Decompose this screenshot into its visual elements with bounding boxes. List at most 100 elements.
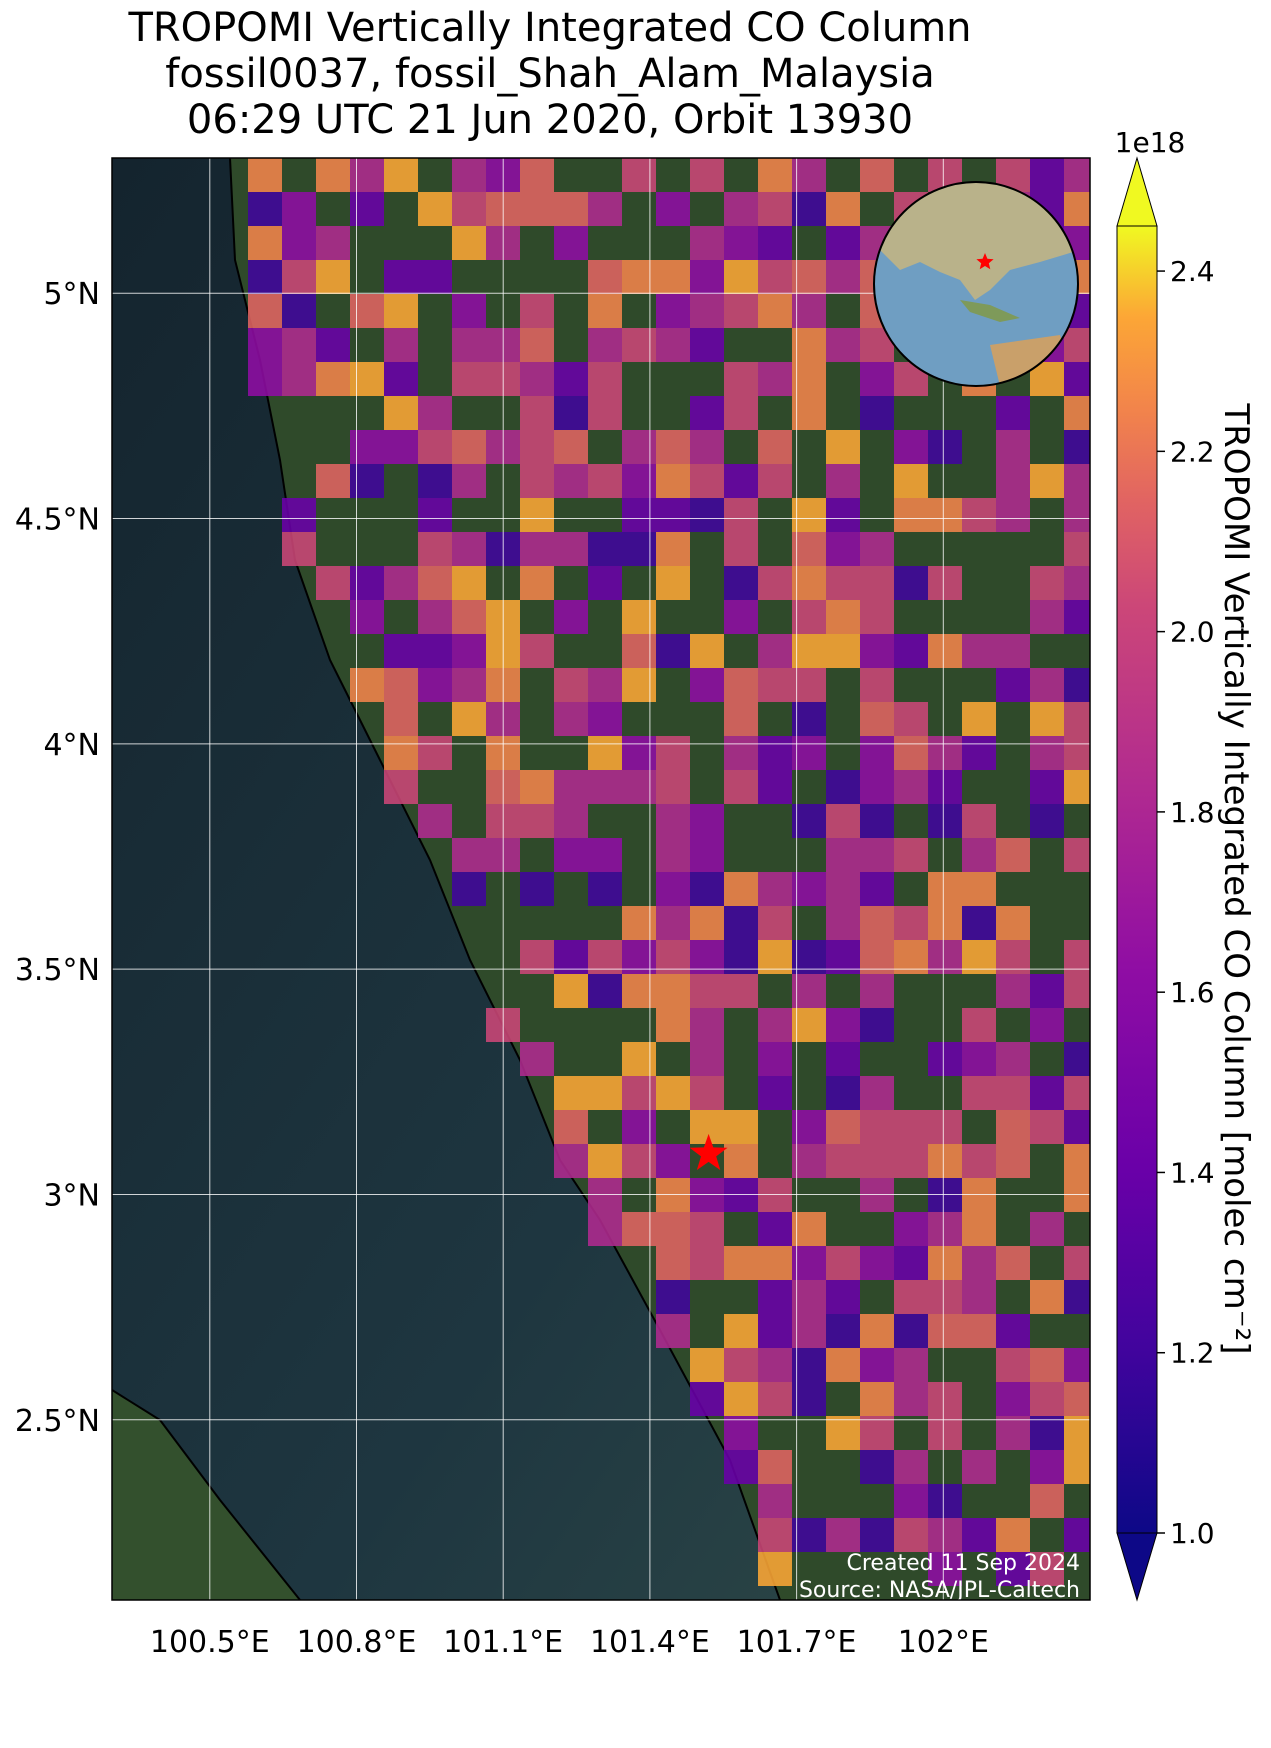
co-pixel — [656, 1144, 690, 1178]
co-pixel — [792, 702, 826, 736]
co-pixel — [656, 838, 690, 872]
co-pixel — [724, 1110, 758, 1144]
co-pixel — [1030, 1552, 1064, 1586]
co-pixel — [656, 192, 690, 226]
co-pixel — [758, 634, 792, 668]
co-pixel — [860, 804, 894, 838]
co-pixel — [1030, 1382, 1064, 1416]
co-pixel — [826, 1008, 860, 1042]
co-pixel — [1064, 1450, 1090, 1484]
co-pixel — [554, 668, 588, 702]
co-pixel — [1064, 532, 1090, 566]
co-pixel — [962, 838, 996, 872]
co-pixel — [962, 498, 996, 532]
co-pixel — [418, 192, 452, 226]
lon-tick-label: 102°E — [898, 1625, 989, 1660]
co-pixel — [894, 566, 928, 600]
co-pixel — [826, 770, 860, 804]
co-pixel — [656, 430, 690, 464]
co-pixel — [690, 1382, 724, 1416]
colorbar-tick-label: 2.4 — [1170, 255, 1215, 288]
co-pixel — [554, 600, 588, 634]
co-pixel — [690, 1110, 724, 1144]
co-pixel — [350, 362, 384, 396]
co-pixel — [656, 1008, 690, 1042]
co-pixel — [350, 430, 384, 464]
co-pixel — [724, 702, 758, 736]
co-pixel — [690, 1008, 724, 1042]
co-pixel — [724, 1450, 758, 1484]
co-pixel — [656, 974, 690, 1008]
co-pixel — [962, 1042, 996, 1076]
co-pixel — [554, 838, 588, 872]
co-pixel — [690, 804, 724, 838]
co-pixel — [690, 328, 724, 362]
co-pixel — [1064, 158, 1090, 192]
co-pixel — [826, 838, 860, 872]
co-pixel — [826, 192, 860, 226]
co-pixel — [792, 260, 826, 294]
co-pixel — [724, 192, 758, 226]
co-pixel — [1030, 158, 1064, 192]
co-pixel — [894, 430, 928, 464]
co-pixel — [622, 158, 656, 192]
co-pixel — [792, 804, 826, 838]
co-pixel — [1030, 736, 1064, 770]
co-pixel — [826, 872, 860, 906]
lon-tick-label: 101.7°E — [737, 1625, 857, 1660]
co-pixel — [622, 906, 656, 940]
co-pixel — [996, 974, 1030, 1008]
co-pixel — [554, 192, 588, 226]
colorbar-tick-label: 1.2 — [1170, 1337, 1215, 1370]
colorbar: 1.0 1.2 1.4 1.6 1.8 2.0 2.2 2.4 1e18 TROPOMI Ve… — [1115, 126, 1256, 1602]
co-pixel — [792, 294, 826, 328]
co-pixel — [282, 328, 316, 362]
globe-indonesia-land — [960, 300, 1020, 322]
co-pixel — [1064, 1076, 1090, 1110]
co-pixel — [1064, 974, 1090, 1008]
co-pixel — [656, 940, 690, 974]
co-pixel — [690, 1076, 724, 1110]
colorbar-extend-max — [1116, 156, 1158, 227]
co-pixel — [690, 260, 724, 294]
co-pixel — [894, 1314, 928, 1348]
co-pixel — [724, 1178, 758, 1212]
co-pixel — [1030, 1110, 1064, 1144]
co-pixel — [588, 702, 622, 736]
longitude-tick-labels: 100.5°E 100.8°E 101.1°E 101.4°E 101.7°E 102°E — [150, 1625, 989, 1660]
co-pixel — [282, 362, 316, 396]
co-pixel — [962, 1280, 996, 1314]
co-pixel — [690, 396, 724, 430]
co-pixel — [860, 1008, 894, 1042]
co-pixel — [860, 940, 894, 974]
co-pixel — [860, 736, 894, 770]
co-pixel — [384, 328, 418, 362]
co-pixel — [588, 294, 622, 328]
co-pixel — [690, 294, 724, 328]
credit-created: Created 11 Sep 2024 — [847, 1551, 1081, 1576]
lat-tick-label: 2.5°N — [15, 1404, 100, 1439]
co-pixel — [996, 1552, 1030, 1586]
land-sumatra — [112, 1390, 300, 1600]
co-pixel — [996, 498, 1030, 532]
co-pixel — [826, 1518, 860, 1552]
co-pixel — [452, 362, 486, 396]
co-pixel — [758, 1076, 792, 1110]
co-pixel — [894, 464, 928, 498]
co-pixel — [1064, 566, 1090, 600]
co-pixel — [792, 498, 826, 532]
co-pixel — [554, 974, 588, 1008]
co-pixel — [996, 1110, 1030, 1144]
co-pixel — [860, 702, 894, 736]
co-pixel — [418, 498, 452, 532]
co-pixel — [1064, 328, 1090, 362]
co-pixel — [724, 396, 758, 430]
colorbar-tick-label: 1.6 — [1170, 976, 1215, 1009]
co-pixel — [656, 1314, 690, 1348]
co-pixel — [928, 1416, 962, 1450]
co-pixel — [622, 1212, 656, 1246]
globe-asia-land — [874, 182, 1078, 300]
co-pixel — [758, 1280, 792, 1314]
coastline-sumatra — [112, 1389, 301, 1600]
